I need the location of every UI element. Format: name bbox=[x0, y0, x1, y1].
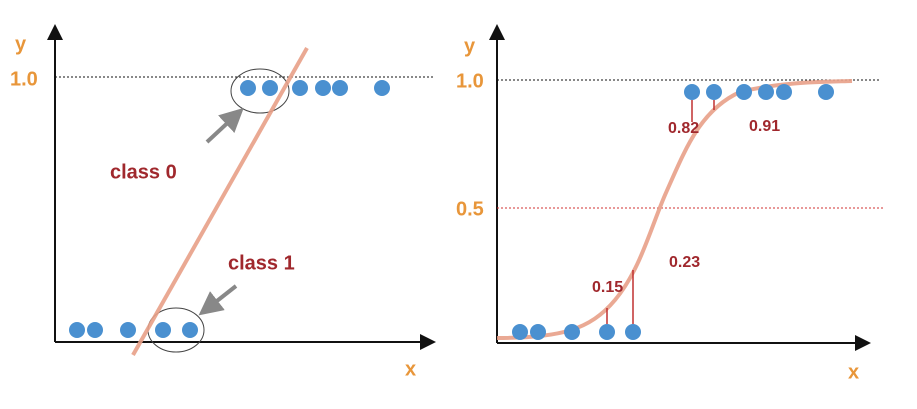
arrow bbox=[198, 284, 238, 316]
data-point bbox=[120, 322, 136, 338]
data-point bbox=[374, 80, 390, 96]
data-point bbox=[736, 84, 752, 100]
points bbox=[69, 80, 390, 338]
y-label: y bbox=[15, 33, 27, 55]
left-panel: y 1.0 x class 0 class 1 bbox=[10, 24, 436, 380]
data-point bbox=[292, 80, 308, 96]
data-point bbox=[706, 84, 722, 100]
y-tick: 0.5 bbox=[456, 198, 484, 220]
data-point bbox=[69, 322, 85, 338]
data-point bbox=[684, 84, 700, 100]
x-label: x bbox=[848, 361, 859, 383]
y-tick: 1.0 bbox=[456, 70, 484, 92]
residuals bbox=[606, 100, 715, 324]
data-point bbox=[332, 80, 348, 96]
data-point bbox=[315, 80, 331, 96]
data-point bbox=[512, 324, 528, 340]
data-point bbox=[182, 322, 198, 338]
data-point bbox=[776, 84, 792, 100]
annotation: class 1 bbox=[228, 252, 295, 274]
x-label: x bbox=[405, 358, 416, 380]
y-label: y bbox=[464, 35, 476, 57]
data-point bbox=[625, 324, 641, 340]
data-point bbox=[155, 322, 171, 338]
highlight bbox=[230, 68, 290, 114]
data-point bbox=[87, 322, 103, 338]
data-point bbox=[530, 324, 546, 340]
probability-label: 0.82 bbox=[668, 120, 699, 137]
data-point bbox=[818, 84, 834, 100]
right-panel: y 1.0 0.5 x 0.82 0.91 0.23 0.15 bbox=[456, 24, 885, 383]
arrow bbox=[205, 107, 244, 144]
points bbox=[512, 84, 834, 340]
annotation: class 0 bbox=[110, 161, 177, 183]
data-point bbox=[564, 324, 580, 340]
data-point bbox=[262, 80, 278, 96]
sigmoid-curve bbox=[496, 79, 853, 340]
y-tick: 1.0 bbox=[10, 68, 38, 90]
regression-line bbox=[131, 47, 309, 356]
probability-label: 0.15 bbox=[592, 279, 623, 296]
probability-label: 0.91 bbox=[749, 118, 780, 135]
data-point bbox=[758, 84, 774, 100]
probability-label: 0.23 bbox=[669, 254, 700, 271]
data-point bbox=[240, 80, 256, 96]
data-point bbox=[599, 324, 615, 340]
